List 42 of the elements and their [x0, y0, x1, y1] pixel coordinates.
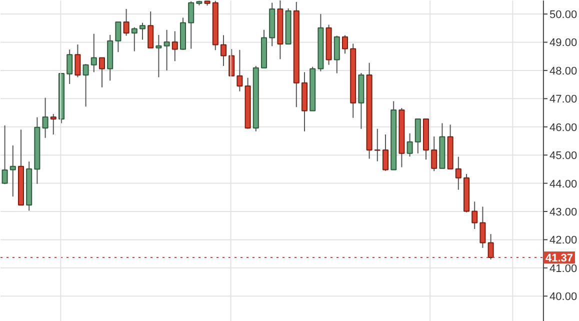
y-tick-label: 41.00: [550, 262, 578, 275]
candlestick: [382, 134, 389, 172]
candlestick: [374, 128, 380, 162]
candlestick: [82, 63, 89, 108]
candlestick: [98, 57, 106, 88]
candlestick: [74, 44, 81, 78]
candlestick: [66, 49, 73, 84]
candlestick: [480, 206, 486, 248]
candlestick: [342, 34, 348, 54]
candlestick: [472, 201, 478, 230]
candlestick: [2, 124, 8, 185]
candlestick: [156, 34, 162, 78]
candlestick: [455, 156, 462, 190]
candlestick: [414, 118, 421, 154]
candlestick: [236, 49, 243, 92]
candlestick: [50, 113, 56, 135]
candlestick: [431, 136, 438, 172]
candlestick: [148, 11, 154, 48]
candlestick: [220, 34, 227, 66]
y-tick-label: 44.00: [550, 178, 578, 190]
candlestick: [115, 21, 122, 53]
y-tick-label: 42.00: [550, 234, 578, 247]
y-tick-label: 49.00: [550, 37, 578, 50]
candlestick: [188, 0, 194, 50]
y-tick-label: 46.00: [550, 122, 578, 134]
candlestick: [172, 30, 178, 62]
candlestick: [10, 144, 16, 198]
y-tick-label: 48.00: [550, 65, 578, 78]
candlestick: [139, 22, 146, 40]
candlestick: [131, 26, 138, 52]
candlestick: [406, 132, 413, 157]
y-tick-label: 45.00: [550, 150, 578, 162]
candlestick: [123, 8, 130, 36]
candlestick: [90, 33, 97, 73]
y-tick-label: 43.00: [550, 206, 578, 218]
ref-line-label: 41.37: [545, 252, 573, 264]
candlestick: [334, 35, 340, 74]
candlestick: [42, 97, 48, 138]
y-tick-label: 40.00: [550, 291, 578, 304]
y-tick-label: 47.00: [550, 94, 578, 106]
y-tick-label: 50.00: [550, 9, 578, 22]
candlestick: [164, 29, 170, 71]
